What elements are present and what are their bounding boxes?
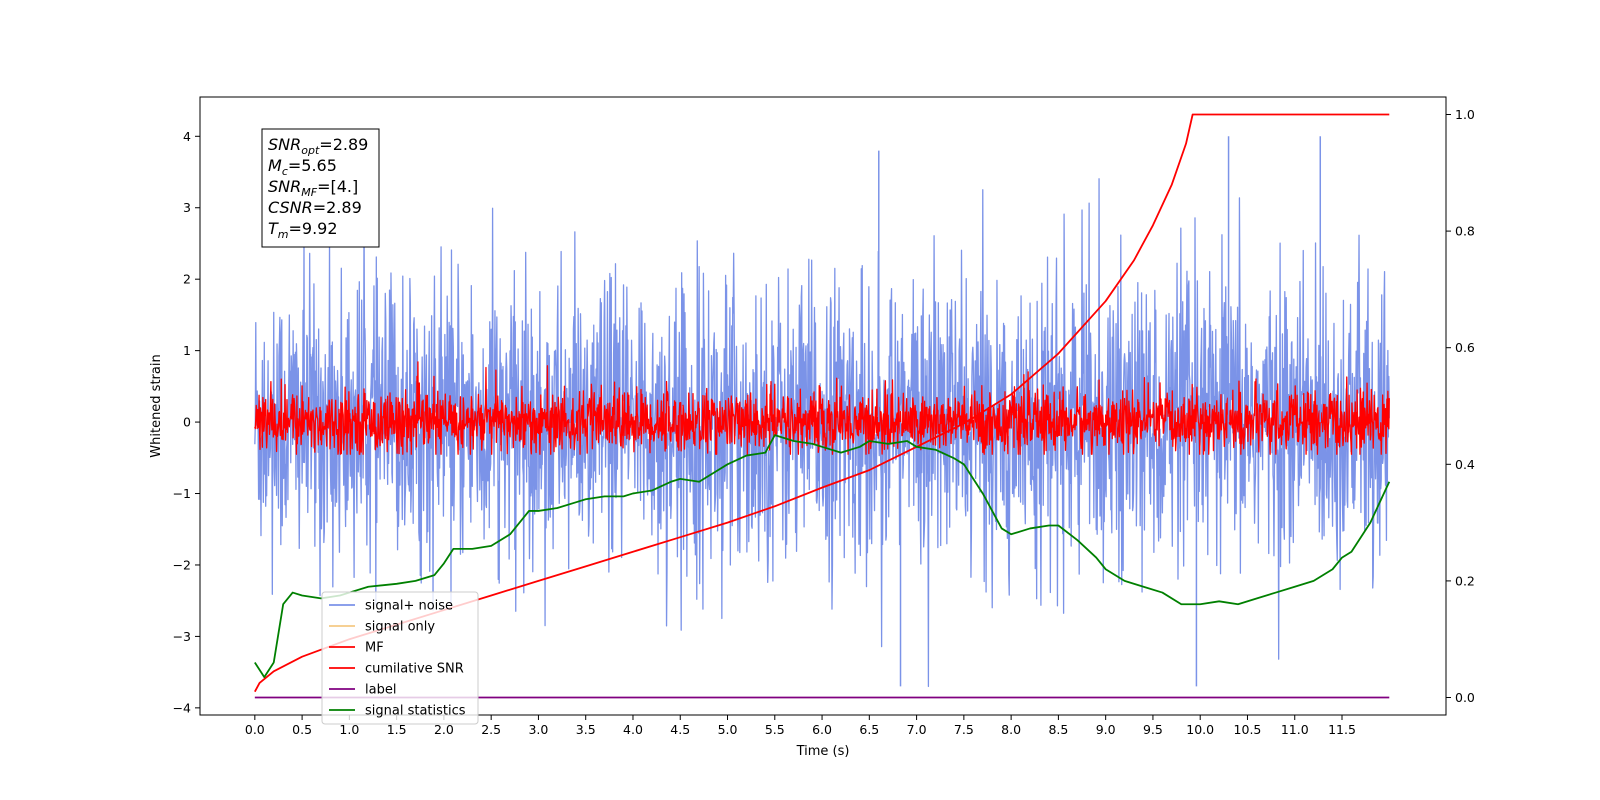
x-tick-label: 7.0 (907, 722, 927, 737)
y-tick-label-left: −3 (173, 629, 191, 644)
x-tick-label: 11.5 (1328, 722, 1356, 737)
series-line-signal-statistics (254, 434, 1391, 678)
x-tick-label: 2.0 (434, 722, 454, 737)
legend: signal+ noise signal only MF cumilative SNR… (321, 591, 479, 725)
y-tick-label-left: 1 (183, 343, 191, 358)
y-tick-label-right: 0.0 (1455, 690, 1475, 705)
y-tick-label-right: 0.4 (1455, 457, 1475, 472)
y-tick-label-left: 0 (183, 415, 191, 430)
x-tick-label: 11.0 (1281, 722, 1309, 737)
plot-area (254, 113, 1391, 699)
annotation-line: SNRopt=2.89 (268, 135, 368, 157)
legend-label: cumilative SNR (365, 662, 464, 677)
legend-label: label (365, 683, 396, 698)
y-tick-label-left: −1 (173, 486, 191, 501)
x-tick-label: 0.0 (245, 722, 265, 737)
annotation-line: Tm=9.92 (268, 219, 338, 241)
y-tick-label-right: 1.0 (1455, 107, 1475, 122)
x-tick-label: 8.0 (1001, 722, 1021, 737)
legend-label: signal only (365, 620, 435, 635)
x-tick-label: 3.0 (528, 722, 548, 737)
x-tick-label: 2.5 (481, 722, 501, 737)
y-tick-label-left: 4 (183, 129, 191, 144)
x-tick-label: 6.0 (812, 722, 832, 737)
y-tick-label-left: 3 (183, 200, 191, 215)
y-axis-title: Whitened strain (149, 354, 164, 457)
x-tick-label: 10.5 (1234, 722, 1262, 737)
x-tick-label: 8.5 (1048, 722, 1068, 737)
legend-label: MF (365, 641, 384, 656)
legend-label: signal statistics (365, 704, 466, 719)
y-tick-label-left: 2 (183, 272, 191, 287)
x-tick-label: 3.5 (576, 722, 596, 737)
plot-frame (199, 96, 1447, 716)
annotation-line: CSNR=2.89 (268, 198, 362, 217)
x-tick-label: 9.0 (1096, 722, 1116, 737)
annotation-line: Mc=5.65 (268, 156, 337, 178)
legend-label: signal+ noise (365, 599, 453, 614)
y-tick-label-right: 0.6 (1455, 340, 1475, 355)
series-line-mf (254, 361, 1390, 455)
y-tick-label-right: 0.8 (1455, 224, 1475, 239)
x-tick-label: 10.0 (1186, 722, 1214, 737)
x-tick-label: 1.5 (387, 722, 407, 737)
x-tick-label: 5.5 (765, 722, 785, 737)
x-tick-label: 6.5 (859, 722, 879, 737)
x-axis-title: Time (s) (796, 744, 850, 759)
x-tick-label: 5.0 (718, 722, 738, 737)
x-tick-label: 4.5 (670, 722, 690, 737)
y-tick-label-right: 0.2 (1455, 573, 1475, 588)
x-tick-label: 9.5 (1143, 722, 1163, 737)
annotation-line: SNRMF=[4.] (268, 177, 358, 199)
y-tick-label-left: −4 (173, 700, 191, 715)
x-tick-label: 7.5 (954, 722, 974, 737)
x-tick-label: 0.5 (292, 722, 312, 737)
x-tick-label: 4.0 (623, 722, 643, 737)
x-tick-label: 1.0 (339, 722, 359, 737)
y-tick-label-left: −2 (173, 557, 191, 572)
